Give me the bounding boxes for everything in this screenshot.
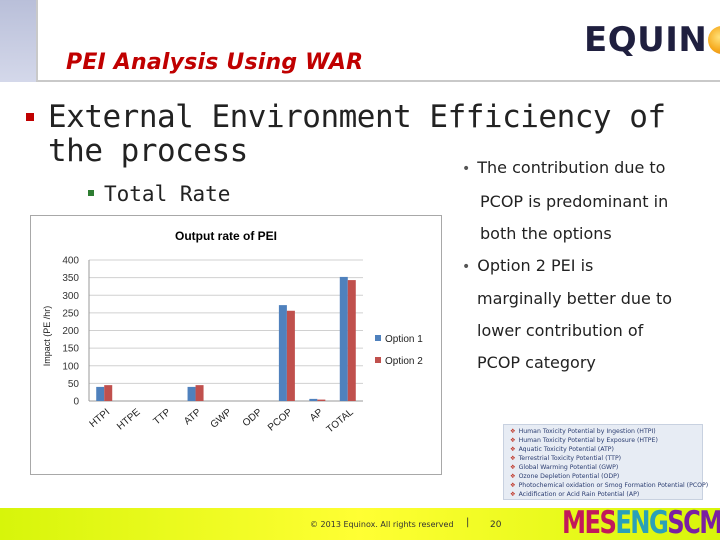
bar-1 (96, 386, 105, 401)
y-tick-label: 350 (62, 273, 79, 284)
bullet-dot-icon: • (462, 161, 471, 177)
copyright-text: © 2013 Equinox. All rights reserved (310, 520, 454, 529)
logo-eng: ENG (615, 505, 668, 540)
y-tick-label: 300 (62, 291, 79, 302)
slide-title: PEI Analysis Using WAR (66, 50, 364, 75)
legend-table-text: Ozone Depletion Potential (ODP) (518, 473, 620, 480)
bar-2 (286, 310, 295, 401)
bullet-square-icon (88, 190, 94, 196)
header-box (36, 0, 720, 82)
legend-table-text: Photochemical oxidation or Smog Formatio… (518, 482, 709, 489)
equinox-logo: EQUINX (584, 20, 720, 60)
bar-2 (347, 280, 356, 401)
note-line: marginally better due to (477, 289, 673, 308)
legend-swatch (375, 357, 381, 363)
legend-table-text: Global Warming Potential (GWP) (518, 464, 619, 471)
legend-table-row: ❖ Aquatic Toxicity Potential (ATP) (510, 446, 614, 453)
bullet-sub-text: Total Rate (104, 182, 231, 206)
diamond-bullet-icon: ❖ (510, 482, 516, 489)
legend-table-row: ❖ Ozone Depletion Potential (ODP) (510, 473, 619, 480)
y-tick-label: 400 (62, 256, 79, 267)
bar-2 (195, 385, 204, 401)
note-line: lower contribution of (477, 321, 644, 340)
y-tick-label: 200 (62, 326, 79, 337)
logo-q-glyph: Q (607, 20, 638, 60)
diamond-bullet-icon: ❖ (510, 455, 516, 462)
legend-table-text: Terrestrial Toxicity Potential (TTP) (518, 455, 622, 462)
note-line: • Option 2 PEI is (462, 256, 594, 275)
legend-table-row: ❖ Photochemical oxidation or Smog Formati… (510, 482, 708, 489)
legend-table-text: Human Toxicity Potential by Ingestion (H… (518, 428, 656, 435)
note-line: • The contribution due to (462, 158, 666, 177)
footer-separator: | (466, 517, 470, 528)
footer-bar (0, 508, 720, 540)
note-line: PCOP category (477, 353, 596, 372)
legend-table-row: ❖ Global Warming Potential (GWP) (510, 464, 618, 471)
x-tick-label: HTPE (115, 407, 143, 433)
chart-frame: Output rate of PEI 0 50 100 150 200 250 300 350 4… (30, 215, 442, 475)
x-tick-label: PCOP (266, 407, 295, 434)
y-tick-label: 100 (62, 361, 79, 372)
diamond-bullet-icon: ❖ (510, 446, 516, 453)
y-axis-label: Impact (PE /hr) (42, 306, 52, 367)
legend-table-text: Acidification or Acid Rain Potential (AP… (518, 491, 640, 498)
note-line: both the options (480, 224, 612, 243)
legend-label: Option 1 (385, 334, 423, 345)
legend-table-row: ❖ Human Toxicity Potential by Ingestion (… (510, 428, 656, 435)
bar-chart: Output rate of PEI 0 50 100 150 200 250 300 350 4… (42, 229, 423, 436)
x-tick-label: HTPI (88, 407, 113, 430)
x-tick-label: ODP (241, 407, 265, 430)
mes-eng-scm-logo: MESENGSCM (562, 506, 720, 540)
logo-scm: SCM (667, 505, 720, 540)
bar-1 (278, 305, 287, 401)
logo-circle-icon (708, 26, 720, 54)
note-line: PCOP is predominant in (480, 192, 669, 211)
logo-text-a: E (584, 20, 608, 60)
diamond-bullet-icon: ❖ (510, 437, 516, 444)
legend-table-row: ❖ Human Toxicity Potential by Exposure (H… (510, 437, 658, 444)
diamond-bullet-icon: ❖ (510, 464, 516, 471)
diamond-bullet-icon: ❖ (510, 473, 516, 480)
bar-1 (339, 276, 348, 401)
bar-2 (104, 385, 113, 401)
legend-table-row: ❖ Acidification or Acid Rain Potential (A… (510, 491, 639, 498)
legend-table-row: ❖ Terrestrial Toxicity Potential (TTP) (510, 455, 621, 462)
logo-mes: MES (562, 505, 617, 540)
page-number: 20 (490, 520, 502, 530)
logo-text-b: UIN (637, 20, 708, 60)
y-tick-label: 250 (62, 308, 79, 319)
legend-swatch (375, 335, 381, 341)
legend-table-text: Human Toxicity Potential by Exposure (HT… (518, 437, 658, 444)
bar-1 (309, 398, 318, 401)
chart-title: Output rate of PEI (175, 229, 277, 243)
y-tick-label: 50 (68, 379, 80, 390)
header-left-band (0, 0, 36, 82)
x-tick-label: TTP (151, 407, 173, 428)
x-tick-label: AP (308, 407, 326, 424)
bullet-main-text: External Environment Efficiency of the p… (48, 99, 666, 169)
diamond-bullet-icon: ❖ (510, 428, 516, 435)
category-legend-table: ❖ Human Toxicity Potential by Ingestion (… (503, 424, 708, 500)
x-tick-label: ATP (182, 407, 204, 428)
bullet-square-icon (26, 113, 34, 121)
legend-label: Option 2 (385, 356, 423, 367)
y-tick-label: 0 (73, 397, 79, 408)
bar-2 (317, 399, 326, 401)
legend-table-text: Aquatic Toxicity Potential (ATP) (518, 446, 614, 453)
diamond-bullet-icon: ❖ (510, 491, 516, 498)
bullet-dot-icon: • (462, 259, 471, 275)
x-tick-label: TOTAL (325, 407, 356, 436)
x-tick-label: GWP (209, 407, 235, 431)
bar-1 (187, 386, 196, 401)
y-tick-label: 150 (62, 344, 79, 355)
